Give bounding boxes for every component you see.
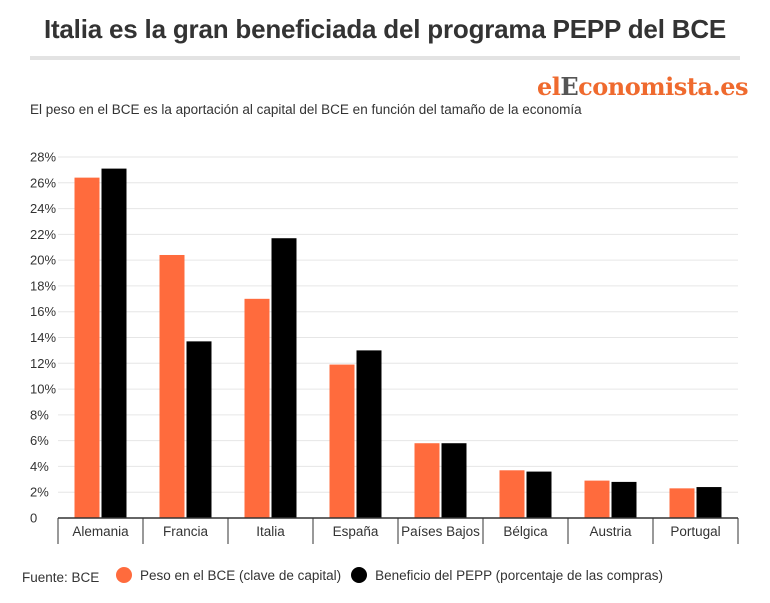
- bar-peso: [669, 488, 695, 518]
- legend-swatch-beneficio: [351, 567, 368, 583]
- x-category-label: Alemania: [72, 524, 129, 539]
- y-tick-label: 2%: [30, 485, 49, 500]
- bar-peso: [414, 443, 440, 518]
- y-tick-label: 18%: [30, 278, 56, 293]
- title-divider: [30, 56, 740, 60]
- y-tick-label: 8%: [30, 407, 49, 422]
- legend-swatch-peso: [116, 567, 132, 583]
- chart-subtitle: El peso en el BCE es la aportación al ca…: [30, 102, 582, 117]
- bar-beneficio: [101, 168, 127, 518]
- bar-beneficio: [696, 487, 722, 518]
- bar-peso: [159, 254, 185, 518]
- x-category-label: Francia: [163, 524, 209, 539]
- source-note: Fuente: BCE: [22, 570, 100, 585]
- bar-beneficio: [186, 341, 212, 518]
- y-tick-label: 14%: [30, 330, 56, 345]
- y-tick-label: 6%: [30, 433, 49, 448]
- bar-peso: [499, 470, 525, 518]
- x-category-label: España: [333, 524, 379, 539]
- legend-item-beneficio: Beneficio del PEPP (porcentaje de las co…: [351, 567, 663, 583]
- logo-text-rest: conomista.es: [578, 72, 748, 101]
- bar-peso: [244, 298, 270, 518]
- x-category-label: Austria: [589, 524, 632, 539]
- bar-peso: [584, 480, 610, 518]
- x-category-label: Portugal: [670, 524, 720, 539]
- bar-peso: [329, 364, 355, 518]
- y-tick-label: 20%: [30, 253, 56, 268]
- y-tick-label: 28%: [30, 150, 56, 165]
- y-tick-label: 26%: [30, 175, 56, 190]
- y-tick-label: 10%: [30, 382, 56, 397]
- logo-text-el: el: [536, 72, 561, 101]
- legend-label-beneficio: Beneficio del PEPP (porcentaje de las co…: [375, 567, 664, 583]
- chart-title: Italia es la gran beneficiada del progra…: [43, 14, 727, 44]
- y-tick-label: 4%: [30, 459, 49, 474]
- x-category-label: Países Bajos: [401, 524, 480, 539]
- bar-beneficio: [271, 238, 297, 518]
- x-category-label: Italia: [256, 524, 285, 539]
- bar-beneficio: [441, 443, 467, 518]
- y-tick-label: 24%: [30, 201, 56, 216]
- x-category-label: Bélgica: [503, 524, 548, 539]
- bar-beneficio: [611, 481, 637, 518]
- y-tick-label: 16%: [30, 304, 56, 319]
- y-tick-label: 12%: [30, 356, 56, 371]
- brand-logo: elEconomista.es: [536, 72, 749, 101]
- chart-legend: Peso en el BCE (clave de capital) Benefi…: [116, 567, 673, 583]
- bar-peso: [74, 177, 100, 518]
- bar-chart: 0 2% 4% 6% 8% 10% 12% 14% 16% 18% 20% 22% 24% 26% 28% A…: [30, 150, 739, 544]
- legend-label-peso: Peso en el BCE (clave de capital): [140, 567, 342, 583]
- bar-beneficio: [356, 350, 382, 518]
- y-tick-label: 0: [30, 511, 37, 526]
- logo-text-e: E: [560, 72, 579, 101]
- bar-beneficio: [526, 471, 552, 518]
- legend-item-peso: Peso en el BCE (clave de capital): [116, 567, 341, 583]
- y-tick-label: 22%: [30, 227, 56, 242]
